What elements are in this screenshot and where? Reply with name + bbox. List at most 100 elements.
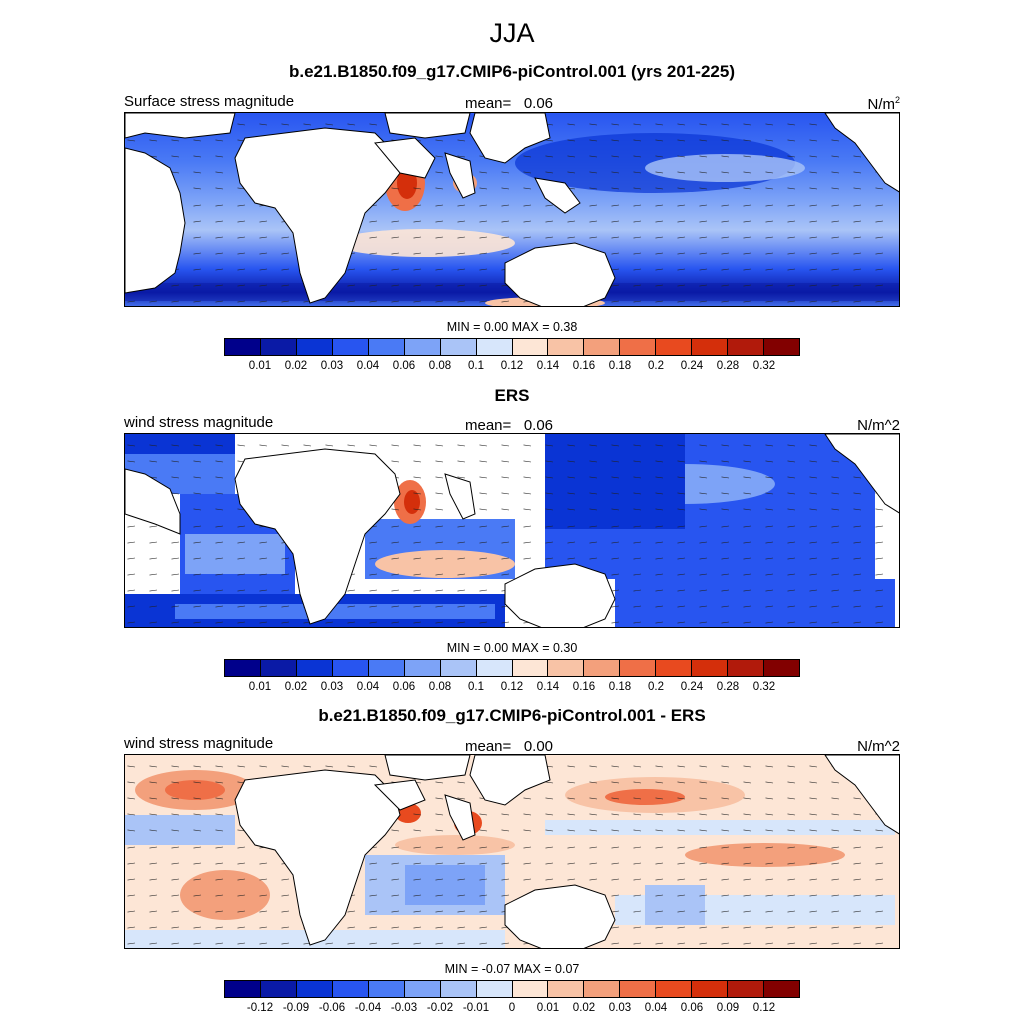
- wind-vector: [523, 557, 532, 560]
- wind-vector: [391, 236, 400, 239]
- wind-vector: [787, 525, 796, 528]
- wind-vector: [611, 765, 620, 768]
- panel2-mean-value: 0.06: [523, 417, 554, 434]
- wind-vector: [787, 621, 796, 624]
- wind-vector: [347, 942, 356, 945]
- wind-vector: [215, 573, 224, 576]
- colorbar-swatch: [728, 660, 765, 676]
- wind-vector: [809, 557, 818, 560]
- wind-vector: [347, 123, 356, 126]
- wind-vector: [127, 621, 136, 624]
- panel3-units: N/m^2: [857, 738, 900, 755]
- wind-vector: [853, 862, 862, 865]
- wind-vector: [149, 573, 158, 576]
- colorbar-swatch: [404, 339, 441, 355]
- wind-vector: [193, 139, 202, 142]
- wind-vector: [831, 139, 840, 142]
- wind-vector: [853, 268, 862, 271]
- wind-vector: [281, 765, 290, 768]
- wind-vector: [545, 139, 554, 142]
- wind-vector: [677, 621, 686, 624]
- wind-vector: [875, 862, 884, 865]
- wind-vector: [633, 444, 642, 447]
- wind-vector: [501, 476, 510, 479]
- wind-vector: [699, 862, 708, 865]
- wind-vector: [127, 139, 136, 142]
- wind-vector: [721, 508, 730, 511]
- colorbar-swatch: [260, 339, 297, 355]
- panel3-map-svg: [125, 755, 899, 948]
- wind-vector: [193, 605, 202, 608]
- wind-vector: [787, 444, 796, 447]
- wind-vector: [149, 460, 158, 463]
- wind-vector: [677, 878, 686, 881]
- wind-vector: [479, 878, 488, 881]
- wind-vector: [435, 139, 444, 142]
- wind-vector: [391, 878, 400, 881]
- colorbar-tick-label: 0.08: [428, 681, 452, 693]
- wind-vector: [677, 460, 686, 463]
- wind-vector: [413, 492, 422, 495]
- wind-vector: [171, 557, 180, 560]
- wind-vector: [765, 139, 774, 142]
- panel2-somali-jet-core: [404, 490, 420, 514]
- wind-vector: [853, 797, 862, 800]
- wind-vector: [567, 171, 576, 174]
- wind-vector: [193, 284, 202, 287]
- panel1-units: N/m2: [867, 95, 900, 113]
- colorbar-tick-label: 0.12: [752, 1002, 776, 1014]
- wind-vector: [655, 942, 664, 945]
- wind-vector: [215, 187, 224, 190]
- panel1-colorbar-ticks: 0.01 0.02 0.03 0.04 0.06 0.08 0.1 0.12 0.14 0.16 0…: [224, 360, 800, 374]
- wind-vector: [237, 123, 246, 126]
- wind-vector: [699, 765, 708, 768]
- wind-vector: [325, 123, 334, 126]
- wind-vector: [171, 444, 180, 447]
- wind-vector: [655, 171, 664, 174]
- wind-vector: [765, 765, 774, 768]
- wind-vector: [809, 525, 818, 528]
- wind-vector: [743, 846, 752, 849]
- wind-vector: [853, 541, 862, 544]
- colorbar-tick-label: 0.18: [608, 681, 632, 693]
- wind-vector: [259, 910, 268, 913]
- wind-vector: [435, 862, 444, 865]
- wind-vector: [127, 846, 136, 849]
- wind-vector: [127, 444, 136, 447]
- wind-vector: [611, 846, 620, 849]
- colorbar-swatch: [332, 339, 369, 355]
- wind-vector: [611, 139, 620, 142]
- wind-vector: [457, 573, 466, 576]
- wind-vector: [237, 557, 246, 560]
- wind-vector: [127, 605, 136, 608]
- wind-vector: [479, 942, 488, 945]
- wind-vector: [215, 476, 224, 479]
- colorbar-swatch: [225, 981, 261, 997]
- colorbar-swatch: [548, 981, 585, 997]
- wind-vector: [435, 621, 444, 624]
- wind-vector: [633, 781, 642, 784]
- panel2-ocean-field: [125, 434, 895, 627]
- panel2-minmax: MIN = 0.00 MAX = 0.30: [446, 641, 578, 655]
- wind-vector: [765, 476, 774, 479]
- wind-vector: [127, 910, 136, 913]
- wind-vector: [611, 829, 620, 832]
- wind-vector: [149, 862, 158, 865]
- wind-vector: [853, 846, 862, 849]
- wind-vector: [171, 492, 180, 495]
- wind-vector: [413, 476, 422, 479]
- colorbar-tick-label: 0.02: [284, 360, 308, 372]
- wind-vector: [391, 220, 400, 223]
- wind-vector: [149, 589, 158, 592]
- panel1-mean-value: 0.06: [523, 95, 554, 112]
- wind-vector: [589, 508, 598, 511]
- wind-vector: [127, 525, 136, 528]
- wind-vector: [193, 220, 202, 223]
- wind-vector: [809, 765, 818, 768]
- wind-vector: [523, 460, 532, 463]
- wind-vector: [369, 605, 378, 608]
- wind-vector: [875, 236, 884, 239]
- wind-vector: [413, 220, 422, 223]
- wind-vector: [765, 525, 774, 528]
- wind-vector: [743, 139, 752, 142]
